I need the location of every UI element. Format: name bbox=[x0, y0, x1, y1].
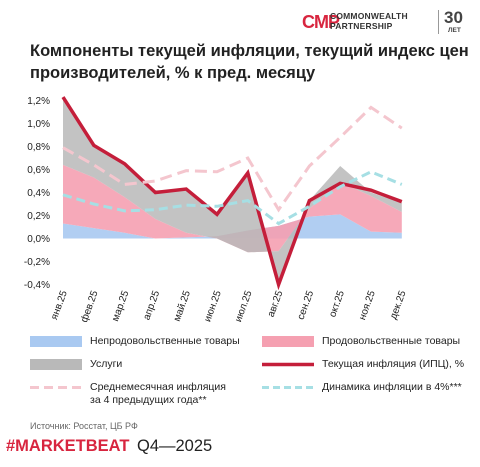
x-tick-label: дек.25 bbox=[388, 289, 409, 321]
x-tick-label: июн.25 bbox=[202, 289, 224, 324]
chart-legend: Непродовольственные товары Продовольстве… bbox=[0, 330, 480, 410]
legend-item-nonfood: Непродовольственные товары bbox=[30, 335, 240, 348]
y-tick-label: 1,0% bbox=[27, 119, 50, 130]
x-tick-label: янв.25 bbox=[49, 289, 70, 322]
legend-swatch-food bbox=[262, 336, 314, 347]
y-tick-label: 0,0% bbox=[27, 234, 50, 245]
report-period: Q4—2025 bbox=[137, 437, 213, 455]
y-tick-label: 0,4% bbox=[27, 188, 50, 199]
x-tick-label: авг.25 bbox=[266, 289, 286, 319]
logo-line2: PARTNERSHIP bbox=[330, 21, 393, 31]
legend-label-cpi: Текущая инфляция (ИПЦ), % bbox=[322, 358, 465, 370]
y-tick-label: 0,6% bbox=[27, 165, 50, 176]
anniversary-unit: ЛЕТ bbox=[448, 27, 461, 34]
y-tick-label: 0,2% bbox=[27, 211, 50, 222]
x-tick-label: мар.25 bbox=[110, 289, 131, 323]
legend-item-services: Услуги bbox=[30, 358, 122, 371]
legend-swatch-nonfood bbox=[30, 336, 82, 347]
source-note: Источник: Росстат, ЦБ РФ bbox=[30, 421, 138, 431]
legend-item-target4: Динамика инфляции в 4%*** bbox=[262, 381, 462, 394]
line-cpi bbox=[61, 96, 403, 291]
legend-swatch-target4 bbox=[262, 386, 314, 389]
x-tick-label: окт.25 bbox=[327, 289, 347, 319]
x-tick-label: фев.25 bbox=[78, 289, 101, 325]
x-tick-label: май.25 bbox=[172, 289, 193, 323]
anniversary-number: 30 bbox=[444, 8, 463, 27]
logo-wordmark: COMMONWEALTH PARTNERSHIP bbox=[330, 11, 408, 31]
inflation-chart: 1,2% 1,0% 0,8% 0,6% 0,4% 0,2% 0,0% -0,2% -0,4%ян… bbox=[24, 96, 409, 325]
legend-label-avg4y: Среднемесячная инфляция за 4 предыдущих … bbox=[90, 381, 226, 406]
area-food bbox=[63, 164, 402, 253]
legend-label-food: Продовольственные товары bbox=[322, 335, 461, 347]
y-tick-label: -0,2% bbox=[24, 257, 50, 268]
area-services bbox=[63, 98, 402, 284]
chart-title: Компоненты текущей инфляции, текущий инд… bbox=[30, 42, 469, 82]
y-tick-label: 1,2% bbox=[27, 96, 50, 107]
x-tick-label: апр.25 bbox=[141, 289, 162, 322]
legend-label-services: Услуги bbox=[90, 358, 123, 370]
legend-label-nonfood: Непродовольственные товары bbox=[90, 335, 240, 347]
x-tick-label: ноя.25 bbox=[357, 289, 378, 322]
line-target4 bbox=[62, 170, 403, 226]
company-logo: CMP COMMONWEALTH PARTNERSHIP 30 ЛЕТ bbox=[302, 8, 474, 34]
legend-item-cpi: Текущая инфляция (ИПЦ), % bbox=[262, 358, 464, 371]
legend-label-target4: Динамика инфляции в 4%*** bbox=[322, 381, 462, 393]
logo-mark: CMP bbox=[302, 12, 340, 32]
x-tick-label: июл.25 bbox=[233, 289, 255, 324]
logo-divider bbox=[438, 10, 439, 34]
legend-item-avg4y: Среднемесячная инфляция за 4 предыдущих … bbox=[30, 381, 226, 407]
x-tick-label: сен.25 bbox=[296, 289, 317, 321]
area-nonfood bbox=[63, 214, 402, 239]
y-tick-label: -0,4% bbox=[24, 280, 50, 291]
legend-swatch-services bbox=[30, 359, 82, 370]
legend-swatch-avg4y bbox=[30, 386, 82, 389]
y-tick-label: 0,8% bbox=[27, 142, 50, 153]
logo-line1: COMMONWEALTH bbox=[330, 11, 408, 21]
legend-swatch-cpi bbox=[262, 362, 314, 367]
line-avg4y bbox=[62, 105, 403, 213]
legend-item-food: Продовольственные товары bbox=[262, 335, 460, 348]
marketbeat-brand: #MARKETBEAT bbox=[6, 437, 130, 455]
